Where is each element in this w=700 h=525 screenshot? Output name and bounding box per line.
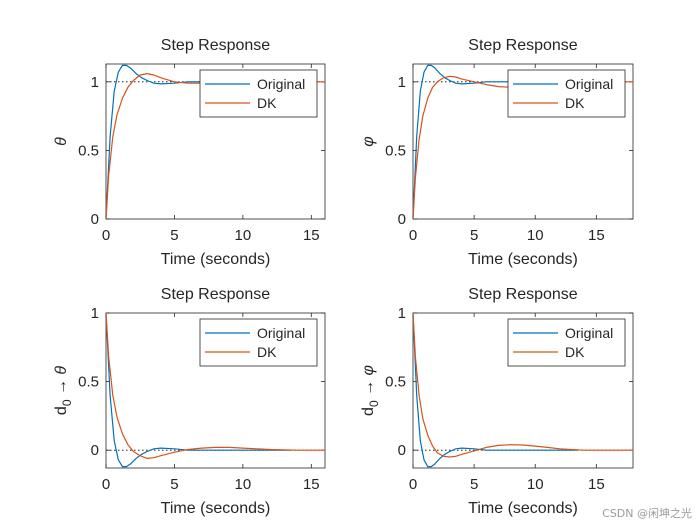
x-tick-label: 5	[170, 227, 178, 244]
chart-title: Step Response	[161, 286, 271, 303]
series-line-dk	[106, 313, 325, 459]
y-tick-label: 0.5	[78, 142, 99, 159]
legend-label-dk: DK	[257, 95, 277, 111]
chart-panel-3: 0 5 10 15 0 0.5 1 Step Response Time (seconds) d0…	[53, 286, 326, 517]
y-tick-label: 1	[91, 305, 99, 322]
chart-panel-2: 0 5 10 15 0 0.5 1 Step Response Time (seconds) φ O…	[360, 37, 634, 268]
y-tick-label: 0	[398, 211, 406, 228]
x-tick-label: 10	[527, 227, 544, 244]
x-tick-label: 15	[303, 476, 320, 493]
y-axis-label: φ	[360, 136, 377, 146]
x-tick-label: 5	[470, 227, 478, 244]
legend-label-dk: DK	[565, 95, 585, 111]
x-axis-label: Time (seconds)	[468, 251, 578, 268]
y-tick-label: 1	[91, 74, 99, 91]
series-line-original	[413, 313, 578, 468]
legend-label-dk: DK	[565, 344, 585, 360]
legend-box	[507, 69, 626, 118]
legend: Original DK	[199, 69, 318, 118]
watermark: CSDN @闲坤之光	[602, 507, 692, 520]
legend: Original DK	[507, 318, 626, 367]
series-group	[106, 313, 325, 468]
series-line-original	[106, 313, 291, 468]
legend-label-dk: DK	[257, 344, 277, 360]
x-tick-label: 0	[102, 227, 110, 244]
y-tick-label: 0	[91, 211, 99, 228]
y-tick-label: 0	[91, 442, 99, 459]
chart-title: Step Response	[468, 286, 578, 303]
legend-label-original: Original	[257, 325, 305, 341]
x-tick-label: 0	[102, 476, 110, 493]
legend: Original DK	[507, 69, 626, 118]
y-axis-label: d0 → θ	[53, 366, 74, 415]
legend-box	[507, 318, 626, 367]
y-tick-label: 0	[398, 442, 406, 459]
y-tick-label: 1	[398, 305, 406, 322]
series-line-dk	[413, 313, 633, 458]
legend-label-original: Original	[565, 76, 613, 92]
x-tick-label: 0	[409, 476, 417, 493]
x-axis-label: Time (seconds)	[161, 251, 271, 268]
x-tick-label: 10	[235, 227, 252, 244]
x-axis-label: Time (seconds)	[161, 500, 271, 517]
x-tick-label: 5	[170, 476, 178, 493]
x-tick-label: 10	[527, 476, 544, 493]
y-axis-label: d0 → φ	[360, 365, 381, 416]
x-tick-label: 15	[303, 227, 320, 244]
y-tick-label: 0.5	[385, 142, 406, 159]
legend-box	[199, 318, 318, 367]
x-tick-label: 15	[588, 476, 605, 493]
series-group	[413, 313, 633, 468]
legend-label-original: Original	[565, 325, 613, 341]
y-tick-label: 1	[398, 74, 406, 91]
x-tick-label: 0	[409, 227, 417, 244]
x-tick-label: 10	[235, 476, 252, 493]
legend: Original DK	[199, 318, 318, 367]
y-tick-label: 0.5	[385, 374, 406, 391]
legend-label-original: Original	[257, 76, 305, 92]
series-line-original	[106, 64, 291, 219]
chart-title: Step Response	[468, 37, 578, 54]
chart-title: Step Response	[161, 37, 271, 54]
y-axis-label: θ	[53, 137, 70, 146]
x-axis-label: Time (seconds)	[468, 500, 578, 517]
chart-panel-1: 0 5 10 15 0 0.5 1 Step Response Time (seconds) θ O…	[53, 37, 326, 268]
y-tick-label: 0.5	[78, 374, 99, 391]
legend-box	[199, 69, 318, 118]
x-tick-label: 5	[470, 476, 478, 493]
x-tick-label: 15	[588, 227, 605, 244]
chart-panel-4: 0 5 10 15 0 0.5 1 Step Response Time (seconds) d0…	[360, 286, 634, 517]
